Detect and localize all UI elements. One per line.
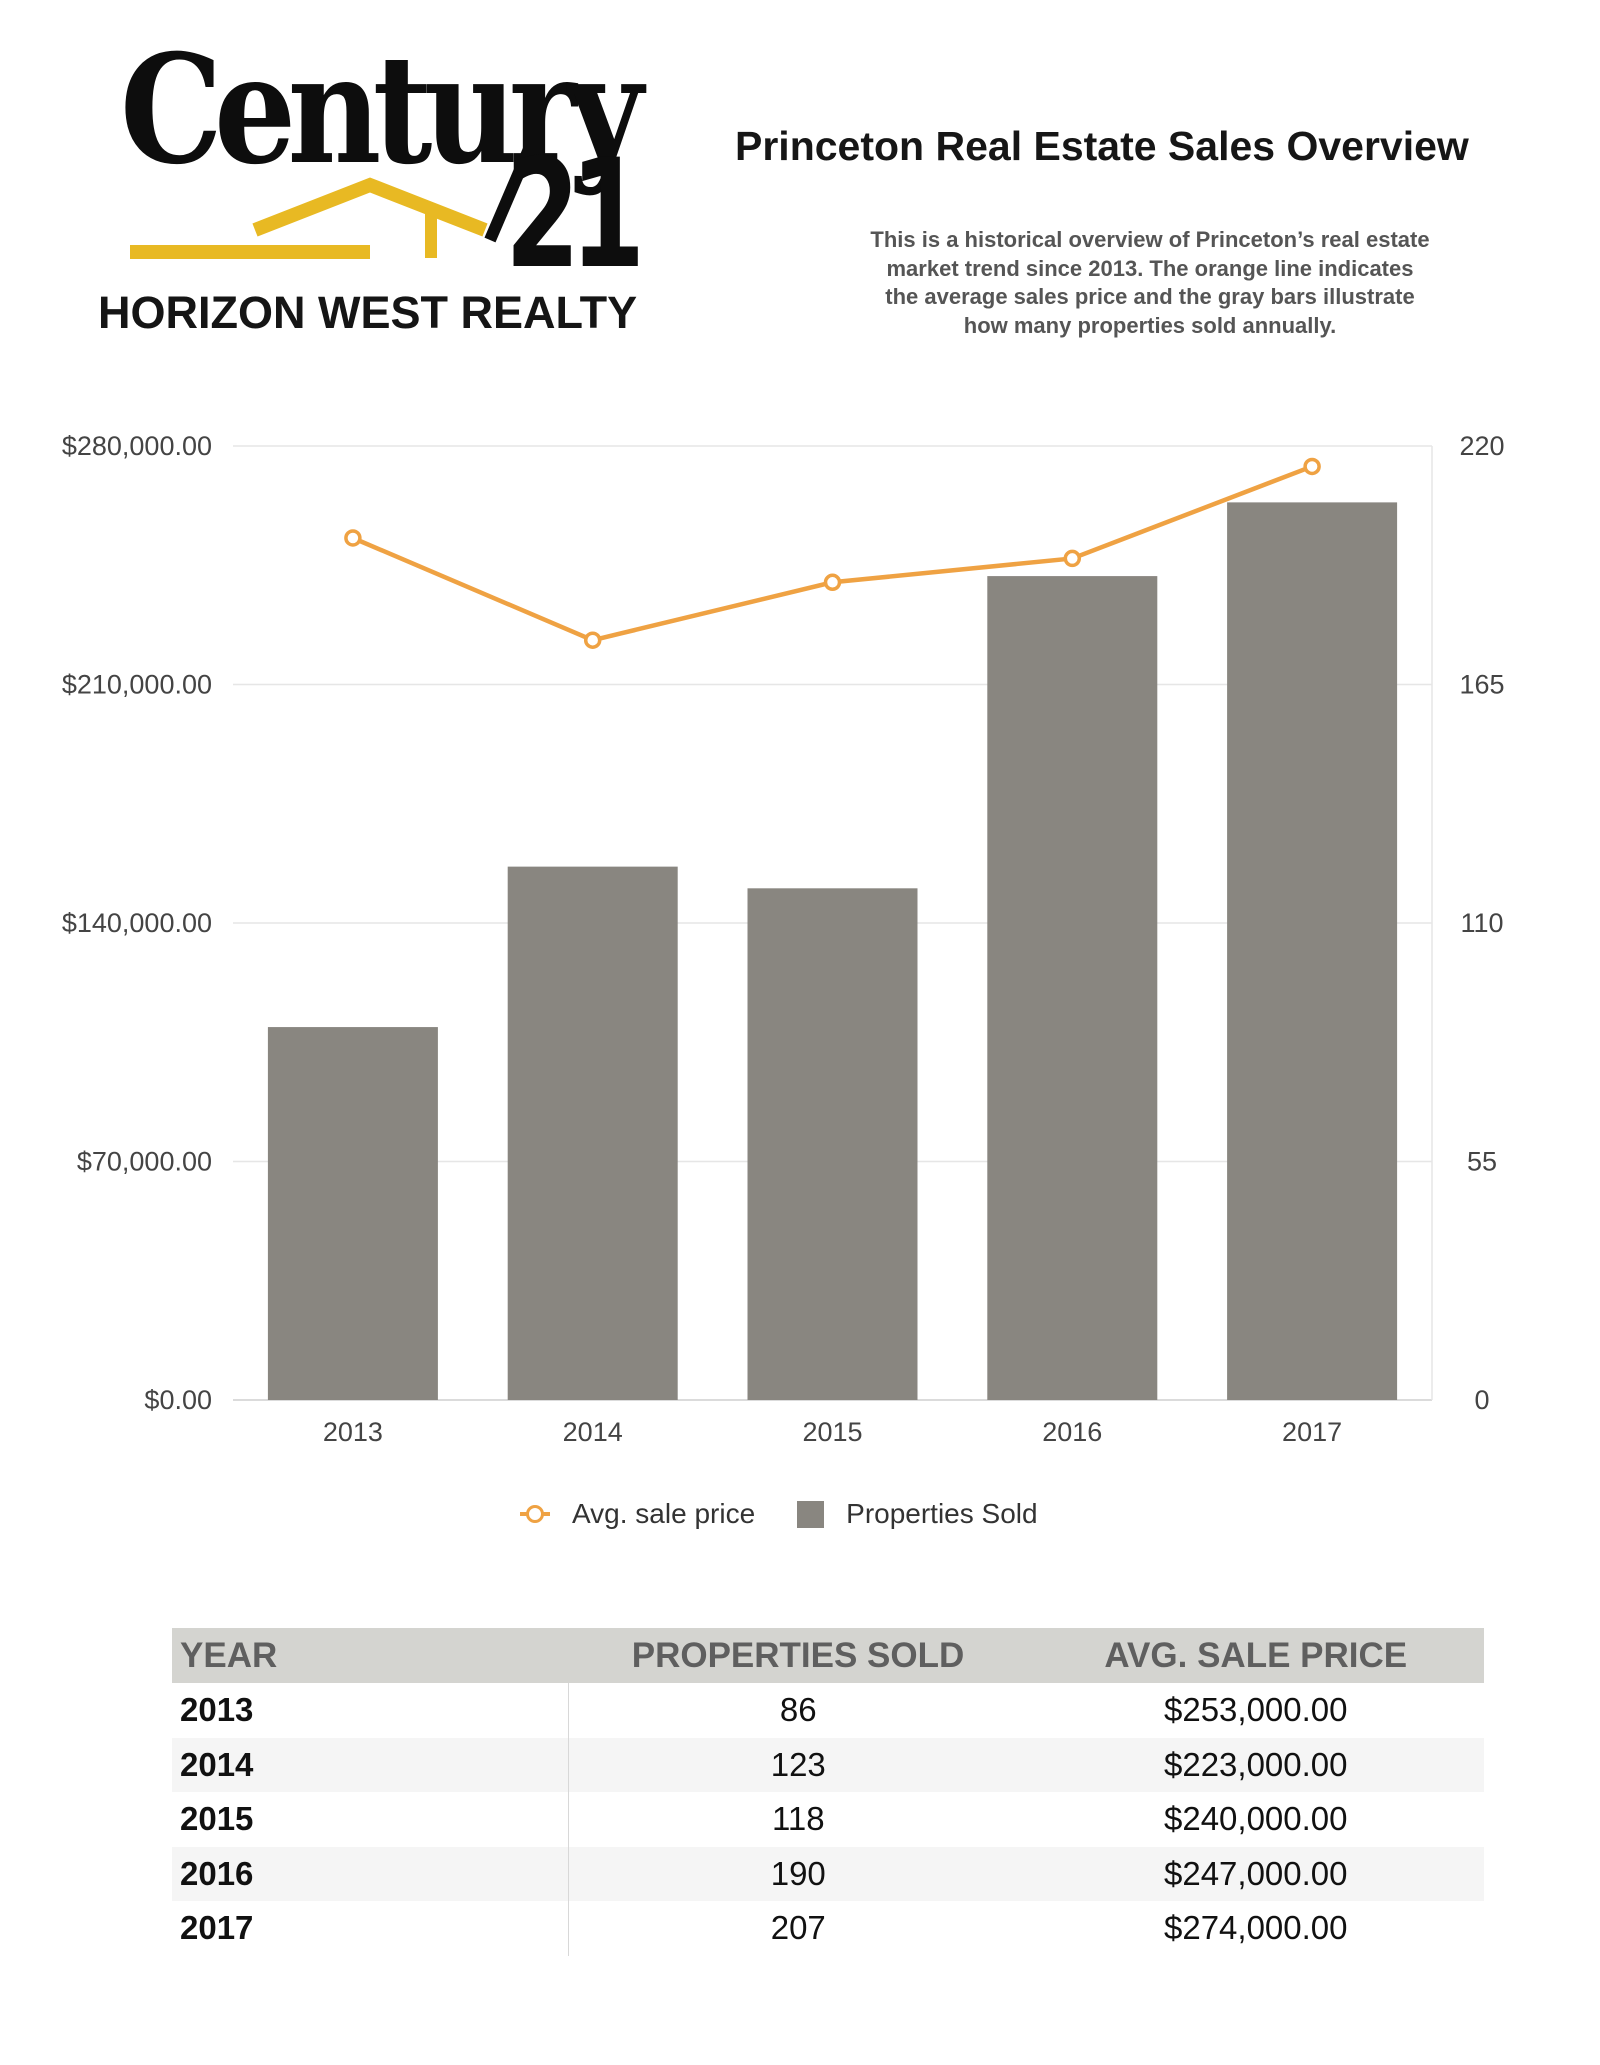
avg-price-point-2014 xyxy=(583,631,602,649)
legend-line-swatch xyxy=(520,1499,550,1529)
right-axis-tick-label: 110 xyxy=(1460,908,1503,938)
cell-sold: 190 xyxy=(568,1846,1028,1901)
bar-2013 xyxy=(267,1027,438,1400)
logo-number: 21 xyxy=(505,128,645,302)
avg-price-point-2017 xyxy=(1303,457,1321,476)
left-axis-tick-label: $210,000.00 xyxy=(62,670,212,700)
left-axis-tick-label: $0.00 xyxy=(144,1385,212,1415)
bar-2016 xyxy=(987,576,1158,1400)
cell-price: $223,000.00 xyxy=(1028,1737,1484,1792)
right-axis-tick-label: 165 xyxy=(1459,670,1504,700)
logo-chimney xyxy=(425,210,437,258)
cell-year: 2016 xyxy=(172,1846,569,1901)
cell-sold: 123 xyxy=(568,1737,1028,1792)
header-properties-sold: PROPERTIES SOLD xyxy=(568,1628,1028,1683)
chart-legend: Avg. sale price Properties Sold xyxy=(520,1498,1038,1530)
header-avg-sale-price: AVG. SALE PRICE xyxy=(1028,1628,1484,1683)
chart-line xyxy=(344,457,1321,649)
table-row: 2016 190 $247,000.00 xyxy=(172,1846,1484,1901)
cell-price: $274,000.00 xyxy=(1028,1901,1484,1956)
cell-sold: 207 xyxy=(568,1901,1028,1956)
bar-2017 xyxy=(1227,502,1398,1400)
right-axis-tick-label: 0 xyxy=(1474,1385,1489,1415)
table-row: 2013 86 $253,000.00 xyxy=(172,1683,1484,1738)
cell-price: $240,000.00 xyxy=(1028,1792,1484,1847)
cell-sold: 118 xyxy=(568,1792,1028,1847)
right-axis-tick-label: 55 xyxy=(1467,1147,1497,1177)
sales-chart: $0.00 $70,000.00 $140,000.00 $210,000.00 $28… xyxy=(62,431,1505,1447)
cell-price: $253,000.00 xyxy=(1028,1683,1484,1738)
bar-2014 xyxy=(507,866,678,1400)
left-axis-tick-label: $70,000.00 xyxy=(77,1147,212,1177)
company-name: HORIZON WEST REALTY xyxy=(98,287,638,338)
legend-bar-label: Properties Sold xyxy=(846,1498,1038,1529)
avg-price-point-2013 xyxy=(344,529,362,547)
x-tick-label: 2015 xyxy=(802,1417,862,1447)
x-tick-label: 2014 xyxy=(563,1417,623,1447)
cell-year: 2014 xyxy=(172,1737,569,1792)
right-axis-tick-label: 220 xyxy=(1459,431,1504,461)
chart-labels: $0.00 $70,000.00 $140,000.00 $210,000.00 $28… xyxy=(62,431,1505,1447)
left-axis-tick-label: $140,000.00 xyxy=(62,908,212,938)
description: This is a historical overview of Princet… xyxy=(870,227,1430,338)
cell-year: 2017 xyxy=(172,1901,569,1956)
page-title: Princeton Real Estate Sales Overview xyxy=(735,123,1469,169)
table-row: 2017 207 $274,000.00 xyxy=(172,1901,1484,1956)
logo-word: Century xyxy=(120,22,643,198)
left-axis-tick-label: $280,000.00 xyxy=(62,431,212,461)
avg-price-line xyxy=(352,464,1313,643)
table-row: 2014 123 $223,000.00 xyxy=(172,1737,1484,1792)
cell-sold: 86 xyxy=(568,1683,1028,1738)
sales-table: YEAR PROPERTIES SOLD AVG. SALE PRICE 201… xyxy=(172,1628,1484,1956)
table-header-row: YEAR PROPERTIES SOLD AVG. SALE PRICE xyxy=(172,1628,1484,1683)
x-tick-label: 2017 xyxy=(1282,1417,1342,1447)
logo-gold-bar xyxy=(130,245,370,259)
cell-year: 2013 xyxy=(172,1683,569,1738)
cell-price: $247,000.00 xyxy=(1028,1846,1484,1901)
legend-bar-swatch xyxy=(797,1500,825,1528)
legend-line-label: Avg. sale price xyxy=(572,1498,756,1529)
x-tick-label: 2016 xyxy=(1042,1417,1102,1447)
century21-logo: Century 21 xyxy=(95,35,655,355)
logo-roof xyxy=(252,177,488,237)
table-row: 2015 118 $240,000.00 xyxy=(172,1792,1484,1847)
logo-graphic xyxy=(130,132,541,259)
bar-2015 xyxy=(747,888,918,1400)
logo-slash xyxy=(484,132,541,243)
cell-year: 2015 xyxy=(172,1792,569,1847)
avg-price-point-2015 xyxy=(823,573,842,592)
header-year: YEAR xyxy=(172,1628,568,1683)
x-tick-label: 2013 xyxy=(323,1417,383,1447)
avg-price-point-2016 xyxy=(1063,549,1082,568)
chart-bars xyxy=(267,502,1398,1400)
